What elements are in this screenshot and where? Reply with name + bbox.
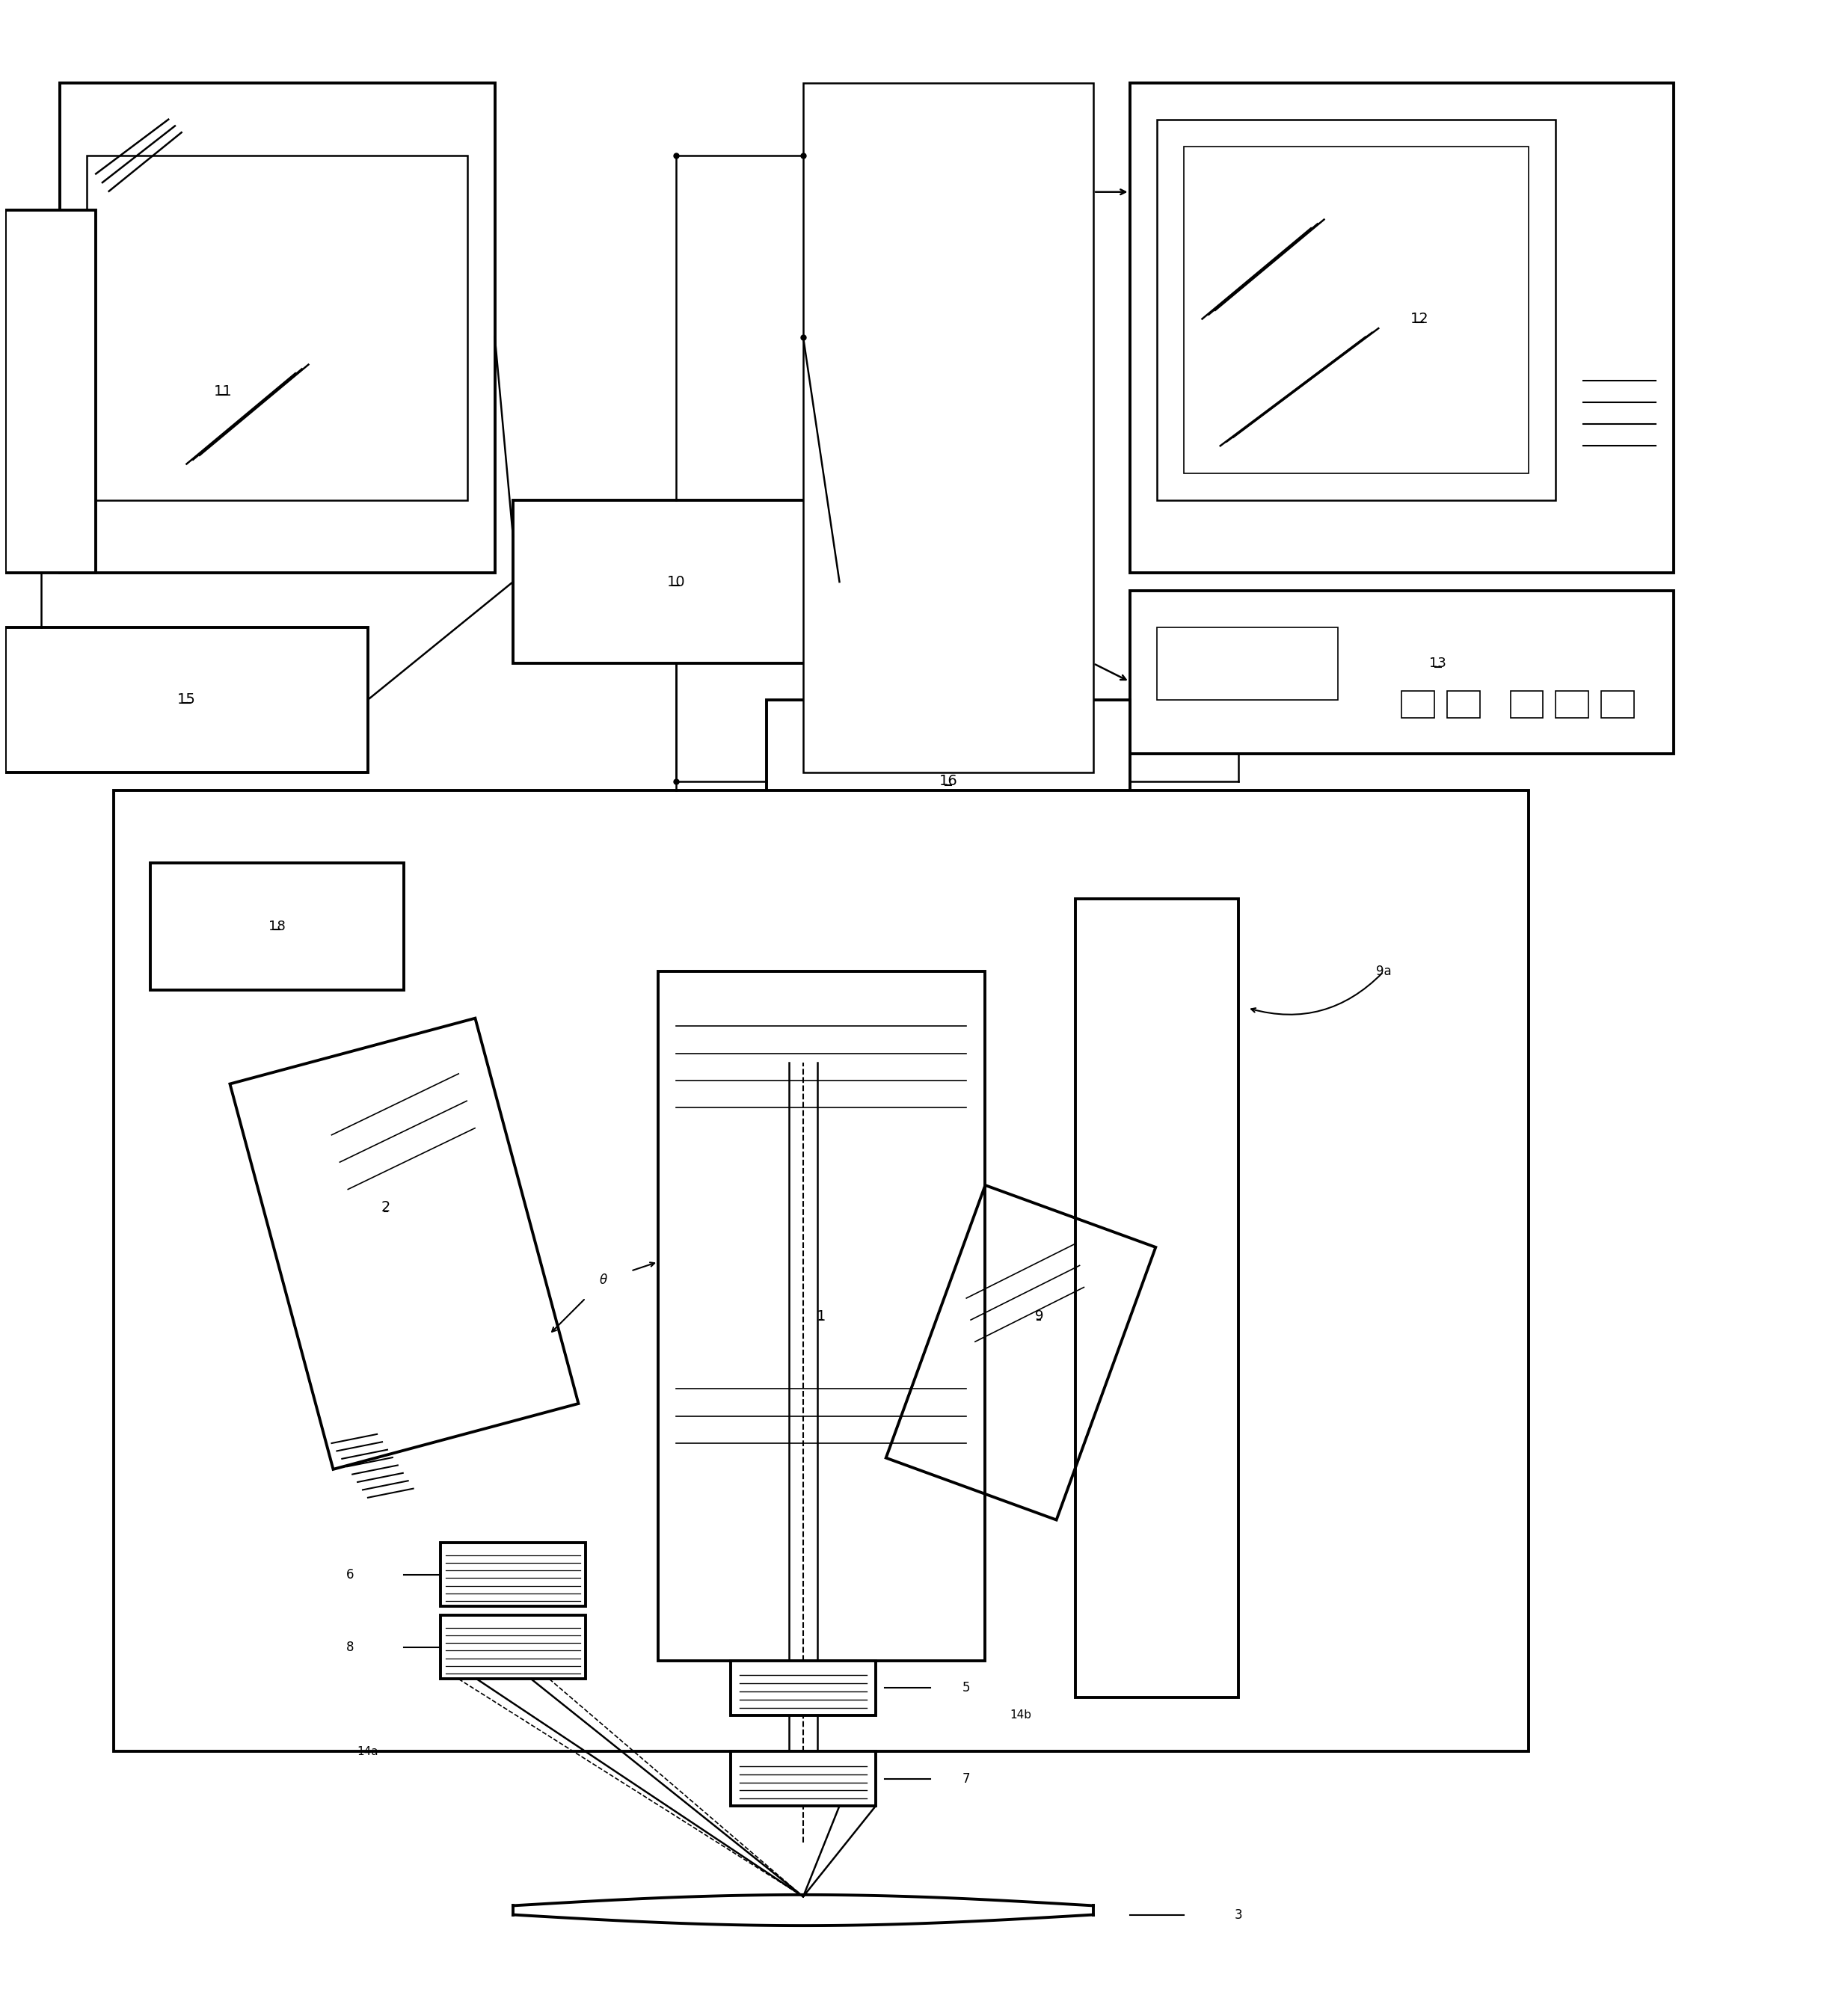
Ellipse shape <box>164 536 210 554</box>
Bar <box>803 83 1093 772</box>
Bar <box>1129 591 1674 754</box>
Bar <box>731 1752 876 1806</box>
Text: 8: 8 <box>347 1641 354 1653</box>
Bar <box>513 500 839 663</box>
Ellipse shape <box>1129 1435 1184 1486</box>
Bar <box>1074 899 1238 1697</box>
Text: 16: 16 <box>939 774 958 788</box>
Text: 9a: 9a <box>1375 966 1392 978</box>
Bar <box>1556 691 1589 718</box>
Text: 3: 3 <box>1235 1907 1242 1921</box>
Text: 7: 7 <box>963 1772 970 1786</box>
Text: 1: 1 <box>817 1308 826 1322</box>
Bar <box>1446 691 1479 718</box>
Ellipse shape <box>1129 1272 1184 1325</box>
Ellipse shape <box>343 548 359 560</box>
Bar <box>150 863 405 990</box>
Bar <box>88 155 467 500</box>
Ellipse shape <box>1611 228 1647 264</box>
Bar <box>5 210 97 573</box>
Text: 5: 5 <box>963 1681 970 1695</box>
Ellipse shape <box>1129 1109 1184 1161</box>
Text: 18: 18 <box>268 919 286 933</box>
Bar <box>1129 83 1674 573</box>
Bar <box>115 790 1529 1752</box>
Bar <box>1601 691 1634 718</box>
Text: 15: 15 <box>177 694 195 708</box>
Ellipse shape <box>1611 300 1647 337</box>
Text: 9: 9 <box>1034 1310 1043 1322</box>
Bar <box>1156 627 1339 700</box>
Bar <box>1184 147 1529 474</box>
Ellipse shape <box>1129 1028 1184 1079</box>
Ellipse shape <box>109 536 155 554</box>
Ellipse shape <box>343 530 359 542</box>
Ellipse shape <box>1129 1599 1184 1649</box>
Bar <box>60 83 494 573</box>
Text: 2: 2 <box>381 1200 390 1214</box>
Text: 6: 6 <box>347 1568 354 1581</box>
Text: 11: 11 <box>213 385 232 399</box>
Ellipse shape <box>1129 1355 1184 1405</box>
Text: 13: 13 <box>1430 657 1446 669</box>
Ellipse shape <box>1129 1191 1184 1242</box>
Ellipse shape <box>323 530 339 542</box>
Ellipse shape <box>399 536 445 554</box>
Ellipse shape <box>1611 155 1647 192</box>
Bar <box>1156 119 1556 500</box>
Ellipse shape <box>1129 946 1184 998</box>
Text: 12: 12 <box>1410 312 1428 327</box>
Text: 10: 10 <box>668 575 686 589</box>
Ellipse shape <box>1129 1518 1184 1568</box>
Bar <box>5 627 368 772</box>
Bar <box>1510 691 1543 718</box>
Bar <box>766 700 1129 863</box>
Bar <box>658 972 985 1661</box>
Bar <box>1401 691 1434 718</box>
Bar <box>731 1661 876 1716</box>
Text: 14a: 14a <box>358 1746 379 1758</box>
Text: 14b: 14b <box>1010 1710 1032 1722</box>
Ellipse shape <box>323 548 339 560</box>
Text: $\theta$: $\theta$ <box>600 1274 607 1286</box>
Ellipse shape <box>303 548 319 560</box>
Ellipse shape <box>303 530 319 542</box>
Bar <box>440 1615 586 1679</box>
Bar <box>440 1542 586 1607</box>
